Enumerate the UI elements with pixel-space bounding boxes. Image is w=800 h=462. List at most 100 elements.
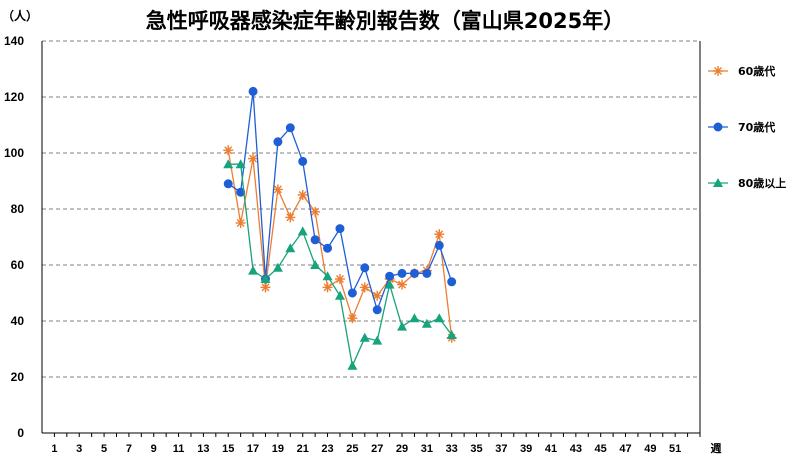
data-point xyxy=(273,137,283,147)
data-point xyxy=(235,159,246,169)
data-point xyxy=(713,66,723,76)
data-point xyxy=(285,212,296,223)
data-point xyxy=(322,282,333,293)
data-point xyxy=(285,123,295,133)
x-tick-label: 3 xyxy=(76,443,82,455)
x-tick-label: 5 xyxy=(101,443,107,455)
data-point-stroke xyxy=(298,191,307,199)
x-tick-label: 35 xyxy=(470,443,482,455)
x-tick-label: 47 xyxy=(619,443,631,455)
x-tick-label: 1 xyxy=(51,443,57,455)
data-point-stroke xyxy=(714,67,722,75)
y-tick-label: 80 xyxy=(11,202,25,216)
data-point-stroke xyxy=(249,154,258,163)
data-point xyxy=(359,282,370,293)
data-point-stroke xyxy=(373,291,382,300)
x-tick-label: 51 xyxy=(669,443,681,455)
data-point xyxy=(434,313,445,323)
data-point xyxy=(223,145,234,156)
data-point-stroke xyxy=(273,185,282,194)
data-point xyxy=(323,243,333,253)
y-tick-label: 40 xyxy=(11,314,25,328)
data-point-stroke xyxy=(286,213,295,222)
data-point xyxy=(298,156,308,166)
data-point-stroke xyxy=(311,207,320,216)
series-group xyxy=(223,86,457,370)
x-tick-label: 11 xyxy=(173,443,185,455)
data-point xyxy=(285,243,296,253)
y-tick-labels: 0 20 40 60 80 100 120 140 xyxy=(4,34,24,440)
series-line xyxy=(227,150,453,338)
y-tick-label: 140 xyxy=(4,34,24,48)
data-point xyxy=(447,277,457,287)
x-tick-label: 7 xyxy=(126,443,132,455)
data-point xyxy=(223,159,234,169)
data-point xyxy=(409,313,420,323)
chart-title: 急性呼吸器感染症年齢別報告数（富山県2025年） xyxy=(146,9,624,33)
data-point xyxy=(359,332,370,342)
data-point xyxy=(713,122,723,132)
data-point xyxy=(397,268,407,278)
data-point xyxy=(434,229,445,240)
data-point-stroke xyxy=(335,275,344,283)
x-tick-label: 29 xyxy=(396,443,408,455)
data-point xyxy=(310,235,320,245)
data-point-stroke xyxy=(323,283,332,292)
data-point xyxy=(334,290,345,300)
x-tick-label: 15 xyxy=(222,443,234,455)
data-point xyxy=(310,260,321,269)
legend-item-3: 80歳以上 xyxy=(708,176,786,190)
data-point xyxy=(385,271,395,281)
x-tick-label: 25 xyxy=(346,443,358,455)
data-point xyxy=(248,86,258,96)
data-point xyxy=(372,290,383,301)
y-tick-label: 60 xyxy=(11,258,25,272)
x-tick-label: 23 xyxy=(321,443,333,455)
data-point xyxy=(372,335,383,345)
x-axis-label: 週 xyxy=(711,441,722,455)
data-point-stroke xyxy=(224,146,233,155)
legend: 60歳代 70歳代 80歳以上 xyxy=(708,64,786,190)
data-point xyxy=(223,179,233,189)
grid xyxy=(42,40,700,378)
axes xyxy=(41,41,701,437)
x-tick-label: 17 xyxy=(247,443,259,455)
data-point xyxy=(434,240,444,250)
data-point-stroke xyxy=(435,230,444,239)
data-point xyxy=(422,268,432,278)
data-point xyxy=(372,305,382,315)
data-point xyxy=(409,268,419,278)
y-tick-label: 120 xyxy=(4,90,24,104)
data-point xyxy=(260,274,271,283)
data-point xyxy=(272,184,283,195)
x-tick-label: 39 xyxy=(520,443,532,455)
data-point xyxy=(397,279,408,290)
data-point-stroke xyxy=(348,314,357,323)
x-tick-label: 13 xyxy=(197,443,209,455)
x-tick-label: 43 xyxy=(570,443,582,455)
legend-label: 60歳代 xyxy=(738,64,775,78)
x-tick-label: 21 xyxy=(297,443,309,455)
data-point xyxy=(248,265,259,275)
x-tick-label: 49 xyxy=(644,443,656,455)
y-tick-label: 0 xyxy=(17,426,24,440)
data-point xyxy=(248,153,259,164)
data-point xyxy=(236,187,246,197)
data-point xyxy=(260,282,271,293)
x-tick-label: 45 xyxy=(595,443,607,455)
data-point xyxy=(272,262,283,272)
data-point-stroke xyxy=(360,283,369,292)
data-point xyxy=(334,274,345,284)
data-point xyxy=(347,360,358,370)
data-point xyxy=(297,226,308,236)
data-point xyxy=(235,218,246,228)
data-point xyxy=(347,313,358,324)
x-tick-label: 9 xyxy=(151,443,157,455)
data-point-stroke xyxy=(236,219,245,227)
data-point xyxy=(322,271,333,281)
data-point xyxy=(310,206,321,217)
x-tick-label: 37 xyxy=(495,443,507,455)
legend-label: 70歳代 xyxy=(738,120,775,134)
data-point xyxy=(384,279,395,289)
